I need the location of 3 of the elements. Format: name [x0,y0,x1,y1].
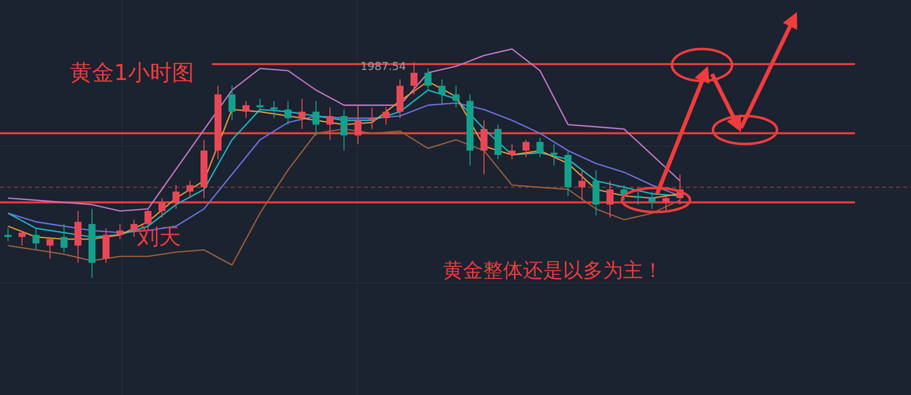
annotation: 刘天 [137,225,181,250]
annotation: 黄金整体还是以多为主！ [443,258,663,282]
title: 黄金1小时图 [70,61,194,86]
